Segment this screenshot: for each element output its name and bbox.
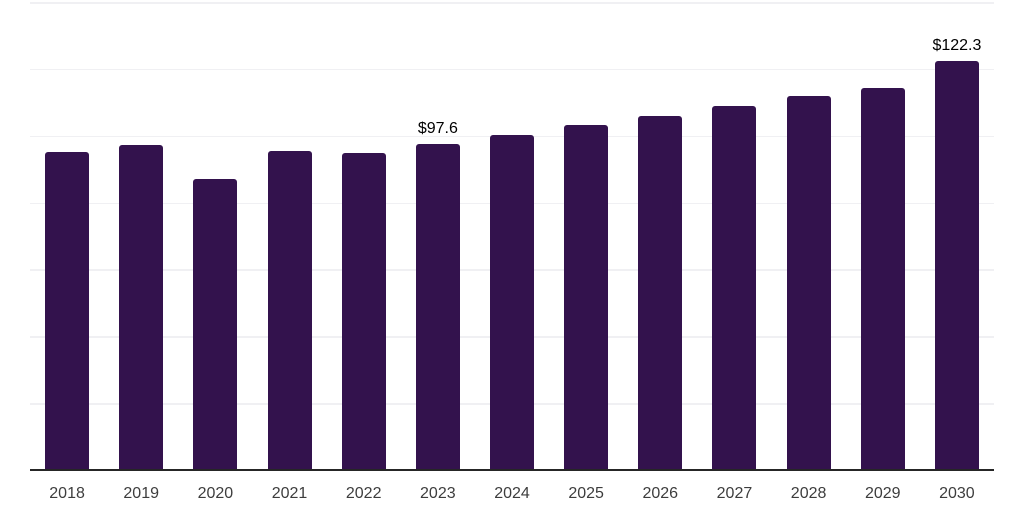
bar-2029 bbox=[860, 88, 905, 470]
bar-2018 bbox=[45, 152, 90, 470]
bar-2025 bbox=[564, 124, 609, 470]
x-tick-label-2023: 2023 bbox=[420, 485, 456, 502]
bar-2020 bbox=[193, 178, 238, 470]
bar-2023 bbox=[415, 143, 460, 470]
bar-2021 bbox=[267, 150, 312, 470]
x-tick-label-2018: 2018 bbox=[49, 485, 85, 502]
gridline bbox=[30, 68, 994, 71]
x-tick-label-2026: 2026 bbox=[642, 485, 679, 502]
x-tick-label-2030: 2030 bbox=[939, 485, 975, 502]
bar-2019 bbox=[119, 145, 164, 470]
bar-2026 bbox=[638, 115, 683, 470]
bar-2024 bbox=[490, 134, 534, 470]
bar-2022 bbox=[341, 152, 386, 470]
bar-2028 bbox=[786, 95, 831, 470]
x-tick-label-2027: 2027 bbox=[716, 485, 753, 502]
x-tick-label-2020: 2020 bbox=[197, 485, 234, 502]
gridline bbox=[30, 2, 994, 4]
x-tick-label-2019: 2019 bbox=[123, 485, 159, 502]
x-tick-label-2029: 2029 bbox=[864, 485, 901, 502]
x-tick-label-2022: 2022 bbox=[345, 485, 382, 502]
x-tick-label-2028: 2028 bbox=[790, 485, 827, 502]
bar-2027 bbox=[712, 105, 757, 470]
data-label-2030: $122.3 bbox=[932, 37, 982, 55]
data-label-2023: $97.6 bbox=[417, 119, 458, 137]
bar-2030 bbox=[934, 61, 979, 470]
x-tick-label-2021: 2021 bbox=[271, 485, 308, 502]
x-tick-label-2024: 2024 bbox=[494, 485, 530, 502]
x-axis-line bbox=[30, 469, 994, 471]
x-tick-label-2025: 2025 bbox=[568, 485, 604, 502]
